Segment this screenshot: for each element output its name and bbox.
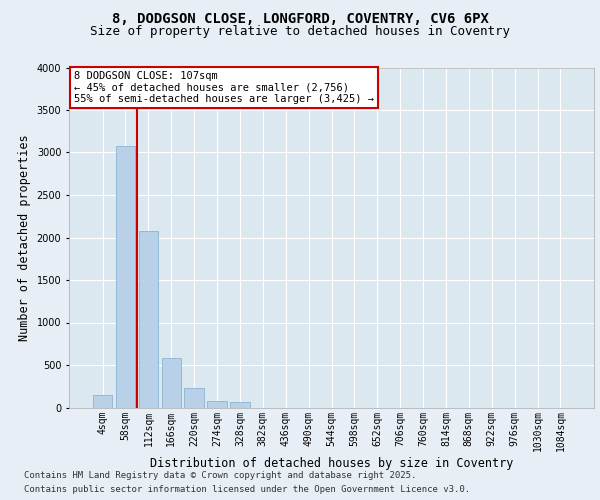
Bar [93, 395, 112, 407]
X-axis label: Distribution of detached houses by size in Coventry: Distribution of detached houses by size … [150, 457, 513, 470]
Bar [139, 230, 158, 408]
Text: 8 DODGSON CLOSE: 107sqm
← 45% of detached houses are smaller (2,756)
55% of semi: 8 DODGSON CLOSE: 107sqm ← 45% of detache… [74, 71, 374, 104]
Bar [184, 388, 204, 407]
Text: Contains HM Land Registry data © Crown copyright and database right 2025.: Contains HM Land Registry data © Crown c… [24, 472, 416, 480]
Bar [116, 146, 135, 408]
Bar [230, 402, 250, 407]
Text: 8, DODGSON CLOSE, LONGFORD, COVENTRY, CV6 6PX: 8, DODGSON CLOSE, LONGFORD, COVENTRY, CV… [112, 12, 488, 26]
Bar [161, 358, 181, 408]
Text: Size of property relative to detached houses in Coventry: Size of property relative to detached ho… [90, 24, 510, 38]
Text: Contains public sector information licensed under the Open Government Licence v3: Contains public sector information licen… [24, 484, 470, 494]
Y-axis label: Number of detached properties: Number of detached properties [18, 134, 31, 341]
Bar [208, 401, 227, 407]
